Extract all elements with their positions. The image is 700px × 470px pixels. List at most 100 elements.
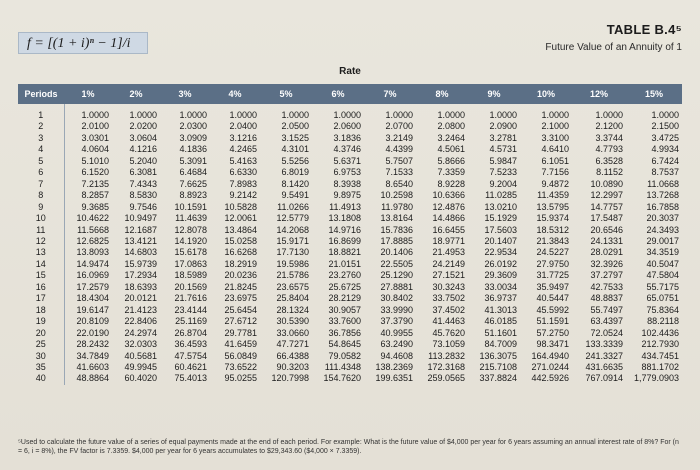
table-row: 14 14.9474 15.9739 17.0863 18.2919 19.5986 21.… [18, 258, 682, 271]
table-row: 2 2.0100 2.0200 2.0300 2.0400 2.0500 2.0600 2.0… [18, 121, 682, 133]
factor-cell: 63.2490 [380, 339, 413, 350]
factor-cell: 6.1051 [541, 155, 569, 166]
factor-cell: 23.4144 [174, 304, 207, 315]
factor-cell: 15.9739 [124, 258, 157, 269]
period-cell: 16 [35, 281, 46, 292]
table-header-row: Periods 1% 2% 3% 4% 5% 6% 7% 8% 9% 10% 12% 15% [18, 84, 682, 104]
column-header-rate: 10% [536, 89, 555, 99]
factor-cell: 88.2118 [647, 316, 679, 327]
factor-cell: 9.4872 [541, 178, 569, 189]
factor-cell: 18.5312 [536, 224, 569, 235]
factor-cell: 34.7849 [63, 350, 112, 362]
factor-cell: 2.0900 [489, 121, 517, 132]
factor-cell: 3.0301 [63, 132, 112, 145]
factor-cell: 28.0291 [590, 247, 623, 258]
factor-cell: 27.6712 [224, 316, 257, 327]
table-row: 16 17.2579 18.6393 20.1569 21.8245 23.6575 25.… [18, 281, 682, 294]
factor-cell: 47.7271 [276, 339, 309, 350]
factor-cell: 4.6410 [541, 144, 569, 155]
factor-cell: 7.5233 [489, 167, 517, 178]
factor-cell: 2.0400 [229, 121, 257, 132]
factor-cell: 881.1702 [641, 361, 679, 372]
column-header-rate: 4% [228, 89, 242, 99]
factor-cell: 14.9716 [328, 224, 361, 235]
factor-cell: 11.4359 [537, 190, 569, 201]
factor-cell: 12.1687 [124, 224, 157, 235]
factor-cell: 12.8078 [174, 224, 207, 235]
factor-cell: 79.0582 [328, 350, 361, 361]
period-cell: 12 [35, 235, 46, 246]
factor-cell: 172.3168 [427, 361, 465, 372]
factor-cell: 4.1836 [179, 144, 207, 155]
period-cell: 6 [38, 167, 44, 178]
factor-cell: 13.0210 [484, 201, 517, 212]
factor-cell: 13.1808 [328, 213, 361, 224]
factor-cell: 41.4463 [432, 316, 465, 327]
factor-cell: 41.6459 [224, 339, 257, 350]
column-header-periods: Periods [24, 89, 58, 99]
factor-cell: 5.2040 [129, 155, 157, 166]
factor-cell: 15.9171 [276, 235, 309, 246]
factor-cell: 4.9934 [651, 144, 679, 155]
factor-cell: 11.5668 [63, 224, 112, 236]
factor-cell: 1.0000 [489, 110, 517, 120]
factor-cell: 2.0700 [385, 121, 413, 132]
factor-cell: 2.0600 [333, 121, 361, 132]
period-cell: 20 [35, 327, 46, 338]
column-header-rate: 6% [331, 89, 345, 99]
factor-cell: 1.0000 [63, 104, 112, 122]
factor-cell: 3.1216 [229, 132, 257, 143]
table-id: TABLE B.4⁵ [606, 22, 682, 37]
factor-cell: 25.8404 [276, 293, 309, 304]
factor-cell: 26.8704 [174, 327, 207, 338]
factor-cell: 75.8364 [646, 304, 679, 315]
table-row: 9 9.3685 9.7546 10.1591 10.5828 11.0266 11.491… [18, 201, 682, 214]
factor-cell: 6.3528 [595, 155, 623, 166]
factor-cell: 2.1000 [541, 121, 569, 132]
factor-cell: 20.1407 [484, 235, 517, 246]
factor-cell: 14.7757 [590, 201, 623, 212]
factor-cell: 36.9737 [484, 293, 517, 304]
factor-cell: 13.4864 [224, 224, 257, 235]
table-row: 19 20.8109 22.8406 25.1169 27.6712 30.5390 33.… [18, 316, 682, 328]
factor-cell: 8.8923 [179, 190, 207, 201]
factor-cell: 1.0000 [595, 110, 623, 120]
period-cell: 18 [35, 304, 46, 315]
factor-cell: 20.1406 [380, 247, 413, 258]
factor-cell: 8.1420 [281, 178, 309, 189]
table-row: 25 28.2432 32.0303 36.4593 41.6459 47.7271 54.… [18, 339, 682, 351]
factor-cell: 13.4121 [124, 235, 157, 246]
table-row: 1 1.0000 1.0000 1.0000 1.0000 1.0000 1.0000 1.0… [18, 104, 682, 122]
factor-cell: 9.8975 [333, 190, 361, 201]
factor-cell: 63.4397 [590, 316, 623, 327]
period-cell: 35 [35, 361, 46, 372]
factor-cell: 12.4876 [432, 201, 465, 212]
table-row: 40 48.8864 60.4020 75.4013 95.0255 120.7998 15… [18, 373, 682, 385]
factor-cell: 28.1324 [276, 304, 309, 315]
factor-cell: 1.0000 [179, 110, 207, 120]
factor-cell: 12.5779 [276, 213, 309, 224]
factor-cell: 3.1836 [333, 132, 361, 143]
annuity-formula: f = [(1 + i)ⁿ − 1]/i [18, 32, 148, 54]
factor-cell: 17.2934 [124, 270, 157, 281]
factor-cell: 3.2149 [385, 132, 413, 143]
column-header-rate: 3% [178, 89, 192, 99]
factor-cell: 20.1569 [174, 281, 207, 292]
period-cell: 15 [35, 270, 46, 281]
factor-cell: 22.9534 [484, 247, 517, 258]
column-header-rate: 2% [129, 89, 143, 99]
factor-cell: 1.0000 [541, 110, 569, 120]
factor-cell: 18.5989 [174, 270, 207, 281]
factor-cell: 22.0190 [63, 327, 112, 340]
factor-cell: 55.7497 [590, 304, 623, 315]
factor-cell: 20.8109 [63, 316, 112, 328]
factor-cell: 12.0061 [224, 213, 257, 224]
factor-cell: 24.5227 [536, 247, 569, 258]
factor-cell: 16.0969 [63, 270, 112, 282]
table-row: 4 4.0604 4.1216 4.1836 4.2465 4.3101 4.3746 4.4… [18, 144, 682, 156]
factor-cell: 241.3327 [585, 350, 623, 361]
table-row: 12 12.6825 13.4121 14.1920 15.0258 15.9171 16.… [18, 235, 682, 248]
factor-cell: 4.2465 [229, 144, 257, 155]
factor-cell: 14.4866 [432, 213, 465, 224]
factor-cell: 60.4621 [174, 361, 207, 372]
